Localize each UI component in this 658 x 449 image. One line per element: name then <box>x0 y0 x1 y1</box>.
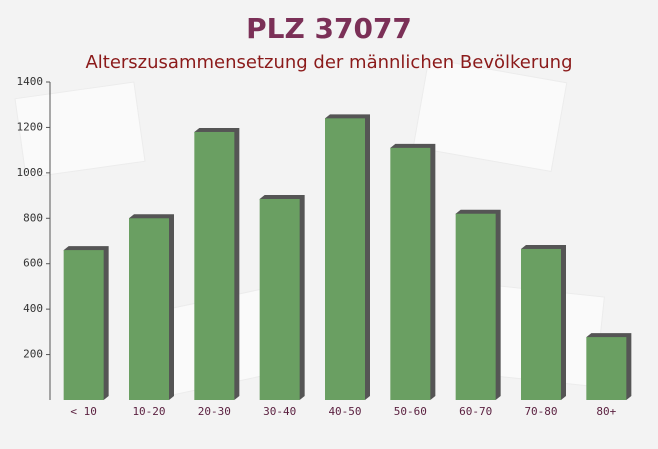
x-tick-label: 70-80 <box>524 405 557 418</box>
bar <box>521 248 561 400</box>
x-tick-label: 50-60 <box>394 405 427 418</box>
x-tick-label: 40-50 <box>328 405 361 418</box>
x-tick-label: 30-40 <box>263 405 296 418</box>
bar <box>586 337 627 400</box>
y-tick-label: 1200 <box>17 120 44 133</box>
bar <box>455 213 496 400</box>
x-tick-label: 80+ <box>596 405 616 418</box>
x-tick-label: 60-70 <box>459 405 492 418</box>
bar <box>129 218 169 400</box>
bar <box>259 198 300 400</box>
y-tick-label: 800 <box>23 211 43 224</box>
x-tick-label: 20-30 <box>198 405 231 418</box>
y-tick-label: 600 <box>23 257 43 270</box>
chart-title: PLZ 37077 <box>246 12 412 45</box>
x-tick-label: < 10 <box>70 405 97 418</box>
y-tick-label: 400 <box>23 302 43 315</box>
x-tick-label: 10-20 <box>132 405 165 418</box>
bar <box>390 147 431 400</box>
y-tick-label: 1400 <box>17 75 44 88</box>
y-tick-label: 200 <box>23 348 43 361</box>
bar <box>63 250 104 400</box>
y-tick-label: 1000 <box>17 166 44 179</box>
bar <box>194 131 235 400</box>
bar <box>325 118 365 400</box>
chart-subtitle: Alterszusammensetzung der männlichen Bev… <box>85 52 572 73</box>
